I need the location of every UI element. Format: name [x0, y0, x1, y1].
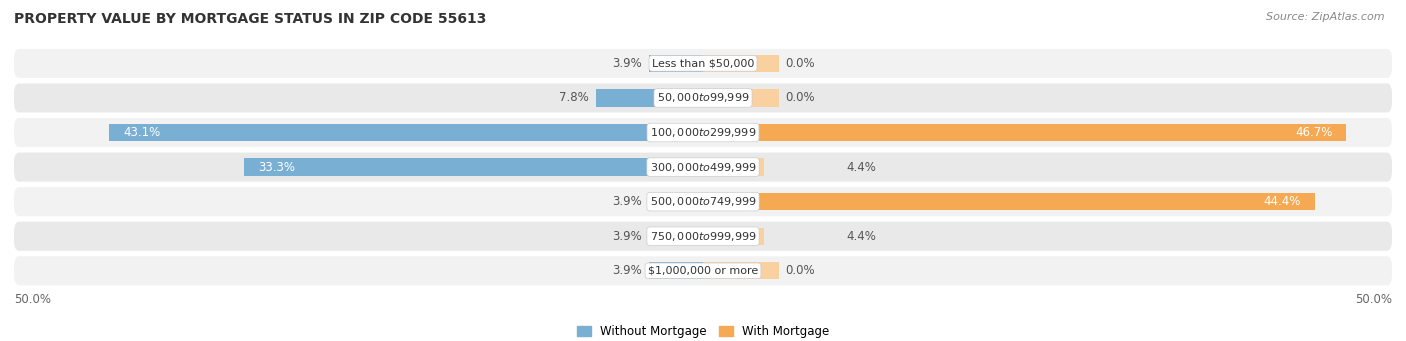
Bar [110, 124, 703, 141]
Bar [703, 227, 763, 245]
Text: $1,000,000 or more: $1,000,000 or more [648, 266, 758, 276]
Text: 4.4%: 4.4% [846, 161, 876, 174]
Text: 3.9%: 3.9% [613, 230, 643, 243]
Text: 3.9%: 3.9% [613, 57, 643, 70]
Bar [650, 227, 703, 245]
Text: 50.0%: 50.0% [14, 293, 51, 306]
Bar [650, 55, 703, 72]
Text: 3.9%: 3.9% [613, 264, 643, 277]
Text: Source: ZipAtlas.com: Source: ZipAtlas.com [1267, 12, 1385, 22]
Bar [703, 159, 763, 176]
Bar [596, 89, 703, 107]
Bar [245, 159, 703, 176]
Bar [650, 262, 703, 279]
Text: 4.4%: 4.4% [846, 230, 876, 243]
Bar [703, 55, 779, 72]
FancyBboxPatch shape [14, 118, 1392, 147]
Legend: Without Mortgage, With Mortgage: Without Mortgage, With Mortgage [572, 321, 834, 341]
Text: 0.0%: 0.0% [786, 91, 815, 104]
FancyBboxPatch shape [14, 152, 1392, 182]
Text: 3.9%: 3.9% [613, 195, 643, 208]
Text: Less than $50,000: Less than $50,000 [652, 58, 754, 69]
Text: $50,000 to $99,999: $50,000 to $99,999 [657, 91, 749, 104]
Text: 50.0%: 50.0% [1355, 293, 1392, 306]
FancyBboxPatch shape [14, 49, 1392, 78]
Text: 43.1%: 43.1% [122, 126, 160, 139]
Text: 46.7%: 46.7% [1295, 126, 1333, 139]
Text: 44.4%: 44.4% [1264, 195, 1301, 208]
FancyBboxPatch shape [14, 256, 1392, 285]
Bar [703, 89, 779, 107]
Text: 0.0%: 0.0% [786, 57, 815, 70]
Text: 0.0%: 0.0% [786, 264, 815, 277]
Text: 33.3%: 33.3% [257, 161, 295, 174]
Text: $100,000 to $299,999: $100,000 to $299,999 [650, 126, 756, 139]
FancyBboxPatch shape [14, 222, 1392, 251]
Text: $750,000 to $999,999: $750,000 to $999,999 [650, 230, 756, 243]
FancyBboxPatch shape [14, 187, 1392, 216]
Text: PROPERTY VALUE BY MORTGAGE STATUS IN ZIP CODE 55613: PROPERTY VALUE BY MORTGAGE STATUS IN ZIP… [14, 12, 486, 26]
Bar [703, 193, 1315, 210]
Text: $300,000 to $499,999: $300,000 to $499,999 [650, 161, 756, 174]
Bar [703, 124, 1347, 141]
Bar [703, 262, 779, 279]
Bar [650, 193, 703, 210]
Text: $500,000 to $749,999: $500,000 to $749,999 [650, 195, 756, 208]
FancyBboxPatch shape [14, 84, 1392, 113]
Text: 7.8%: 7.8% [560, 91, 589, 104]
